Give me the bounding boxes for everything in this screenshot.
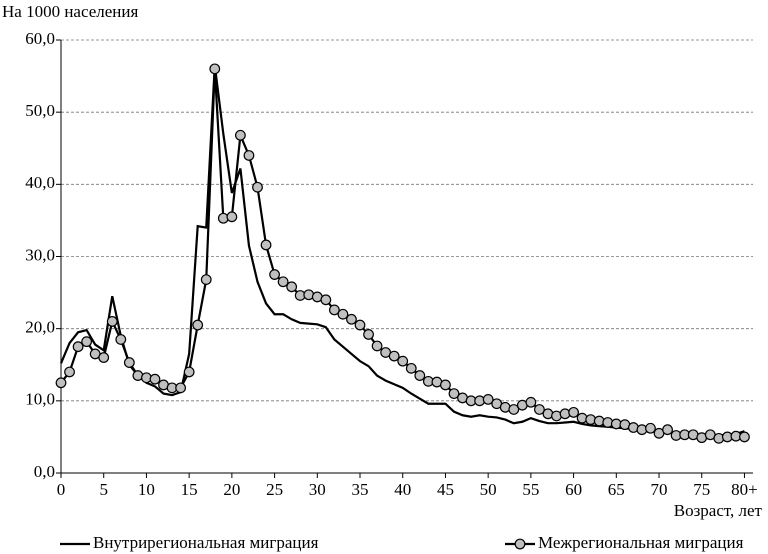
x-tick-label: 30 (309, 480, 326, 499)
x-tick-label: 25 (266, 480, 283, 499)
point-marker (200, 274, 212, 285)
x-tick-label: 15 (181, 480, 198, 499)
point-marker (183, 366, 195, 378)
point-marker (277, 276, 289, 288)
point-marker (397, 355, 409, 367)
point-marker (260, 239, 272, 251)
legend-marker (514, 538, 526, 550)
point-marker (739, 431, 750, 443)
point-marker (106, 316, 118, 327)
point-marker (662, 424, 673, 436)
x-axis-label: Возраст, лет (674, 501, 763, 520)
x-tick-label: 0 (57, 480, 66, 499)
point-marker (645, 422, 656, 434)
point-marker (354, 319, 366, 331)
x-tick-label: 40 (394, 480, 411, 499)
point-marker (226, 211, 238, 223)
y-axis-label: На 1000 населения (2, 2, 138, 21)
x-tick-label: 20 (223, 480, 240, 499)
point-marker (209, 63, 221, 75)
legend-label: Межрегиональная миграция (538, 533, 744, 552)
x-tick-label: 70 (651, 480, 668, 499)
point-marker (482, 393, 494, 405)
point-marker (448, 388, 460, 400)
x-tick-label: 45 (437, 480, 454, 499)
point-marker (252, 181, 263, 193)
point-marker (328, 304, 340, 316)
point-marker (414, 370, 426, 381)
point-marker (320, 294, 332, 306)
x-tick-label: 80+ (731, 480, 758, 499)
point-marker (363, 329, 374, 340)
point-marker (149, 373, 161, 385)
x-tick-label: 5 (99, 480, 108, 499)
point-marker (55, 377, 67, 389)
legend-label: Внутрирегиональная миграция (93, 533, 319, 552)
point-marker (337, 308, 349, 320)
y-tick-label: 50,0 (25, 101, 55, 120)
y-tick-label: 0,0 (34, 462, 55, 481)
point-marker (243, 150, 255, 161)
point-marker (192, 319, 204, 331)
x-tick-label: 55 (522, 480, 539, 499)
point-marker (534, 404, 545, 415)
point-marker (286, 281, 298, 293)
point-marker (175, 382, 187, 394)
point-marker (81, 336, 93, 348)
point-marker (235, 129, 246, 141)
x-tick-label: 60 (565, 480, 582, 499)
x-tick-label: 75 (693, 480, 710, 499)
point-marker (98, 352, 110, 363)
y-tick-label: 40,0 (25, 173, 55, 192)
x-tick-label: 10 (138, 480, 155, 499)
y-tick-label: 20,0 (25, 318, 55, 337)
point-marker (525, 396, 537, 408)
point-marker (269, 269, 280, 280)
x-tick-label: 50 (480, 480, 497, 499)
point-marker (388, 350, 400, 362)
point-marker (508, 404, 520, 415)
y-tick-label: 30,0 (25, 245, 55, 264)
point-marker (72, 341, 84, 353)
point-marker (405, 362, 417, 374)
x-tick-label: 65 (608, 480, 625, 499)
y-tick-label: 10,0 (25, 390, 55, 409)
y-tick-label: 60,0 (25, 29, 55, 48)
point-marker (123, 357, 135, 368)
point-marker (440, 379, 451, 391)
point-marker (64, 366, 75, 378)
x-tick-label: 35 (352, 480, 369, 499)
point-marker (371, 340, 383, 352)
point-marker (568, 406, 579, 418)
point-marker (115, 334, 127, 345)
point-marker (346, 313, 357, 325)
